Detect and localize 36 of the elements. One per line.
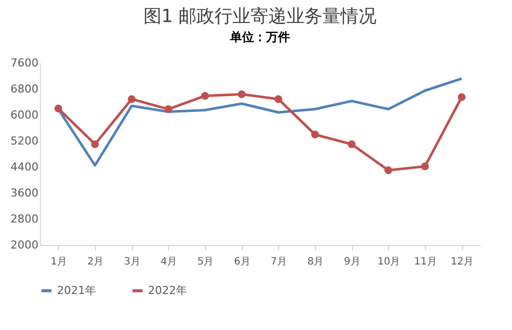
y-tick-label: 2000 xyxy=(10,238,38,252)
chart-subtitle: 单位：万件 xyxy=(229,30,290,44)
x-tick-label: 10月 xyxy=(377,256,400,268)
point xyxy=(128,95,136,103)
x-tick-label: 1月 xyxy=(50,256,68,268)
chart-title: 图1 邮政行业寄递业务量情况 xyxy=(143,6,377,27)
y-tick-label: 3600 xyxy=(10,186,38,200)
x-tick-label: 3月 xyxy=(124,256,140,268)
x-tick-label: 9月 xyxy=(344,256,360,268)
point xyxy=(384,166,392,174)
point xyxy=(54,104,62,112)
point xyxy=(164,105,172,114)
point xyxy=(274,95,282,103)
y-tick-label: 6800 xyxy=(10,82,38,96)
legend-label: 2021年 xyxy=(57,284,96,297)
x-tick-label: 6月 xyxy=(234,256,250,268)
x-tick-label: 7月 xyxy=(270,256,288,268)
x-tick-label: 5月 xyxy=(197,256,214,268)
legend-label: 2022年 xyxy=(148,284,187,297)
x-tick-label: 2月 xyxy=(87,256,104,268)
y-tick-label: 5200 xyxy=(10,134,38,148)
x-tick-label: 11月 xyxy=(414,256,437,268)
y-tick-label: 4400 xyxy=(10,160,38,174)
point xyxy=(311,130,319,138)
x-tick-label: 8月 xyxy=(307,256,324,268)
x-tick-label: 4月 xyxy=(160,256,178,268)
y-tick-label: 6000 xyxy=(10,108,38,122)
x-tick-label: 12月 xyxy=(450,256,474,268)
point xyxy=(238,90,246,98)
point xyxy=(458,93,466,101)
point xyxy=(421,162,429,170)
point xyxy=(348,140,356,148)
y-tick-label: 2800 xyxy=(10,212,38,226)
y-tick-label: 7600 xyxy=(10,56,38,70)
point xyxy=(201,92,209,100)
point xyxy=(91,140,99,148)
